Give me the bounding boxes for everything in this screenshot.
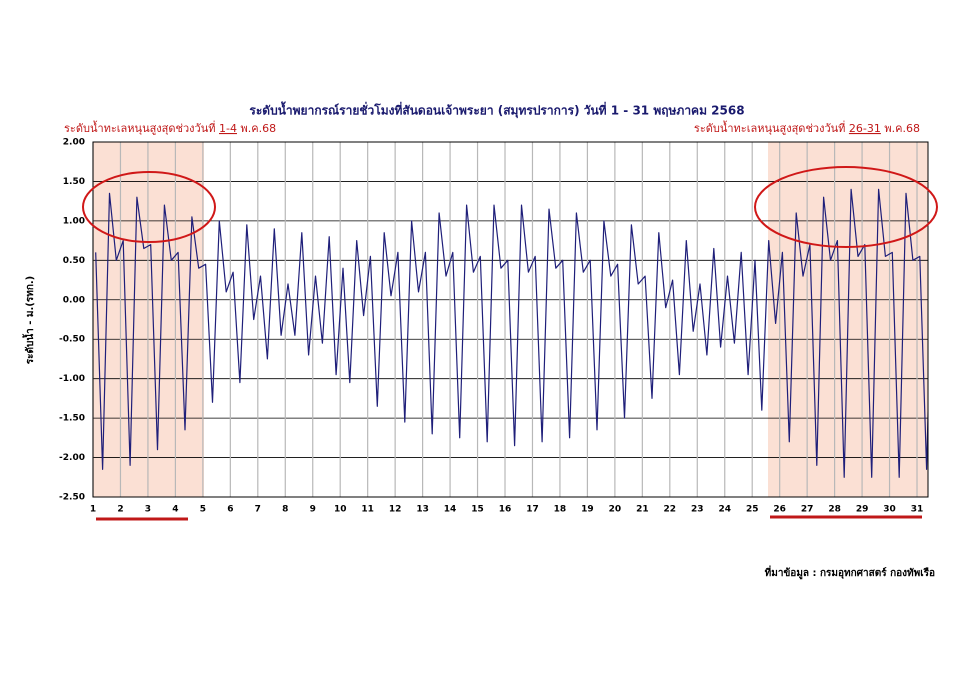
x-tick-label: 29 [856,505,869,515]
x-tick-label: 2 [117,505,123,515]
x-tick-label: 30 [883,505,896,515]
plot-frame [92,141,929,498]
annotation-days: 26-31 [849,122,881,135]
y-tick-label: -1.00 [59,374,85,384]
annotation: ระดับน้ำทะเลหนุนสูงสุดช่วงวันที่ 1-4 พ.ค… [64,120,276,135]
x-tick-label: 6 [227,505,233,515]
y-tick-label: -2.50 [59,493,85,503]
y-tick-label: -2.00 [59,453,85,463]
y-tick-label: 0.00 [63,295,85,305]
x-tick-label: 16 [499,505,512,515]
annotation-suffix: พ.ค.68 [240,122,276,135]
x-tick-label: 24 [718,505,731,515]
source: ที่มาข้อมูล : กรมอุทกศาสตร์ กองทัพเรือ [765,565,935,580]
chart-title: ระดับน้ำพยากรณ์รายชั่วโมงที่สันดอนเจ้าพร… [249,101,744,119]
x-tick-label: 27 [801,505,814,515]
x-tick-label: 14 [444,505,457,515]
x-tick-label: 13 [416,505,429,515]
x-tick-label: 21 [636,505,649,515]
y-axis-label: ระดับน้ำ - ม.(รทก.) [22,276,36,365]
x-tick-label: 22 [664,505,677,515]
y-tick-label: 2.00 [63,138,85,148]
x-tick-label: 20 [609,505,622,515]
y-tick-label: 0.50 [63,256,85,266]
x-tick-label: 5 [200,505,206,515]
x-tick-label: 3 [145,505,151,515]
x-tick-label: 23 [691,505,704,515]
highlight-ellipse [754,166,938,248]
x-tick-label: 9 [310,505,316,515]
y-tick-label: 1.00 [63,216,85,226]
x-tick-label: 11 [361,505,374,515]
y-tick-label: 1.50 [63,177,85,187]
y-tick-label: -0.50 [59,335,85,345]
annotation: ระดับน้ำทะเลหนุนสูงสุดช่วงวันที่ 26-31 พ… [694,120,920,135]
x-tick-label: 31 [911,505,924,515]
y-tick-label: -1.50 [59,414,85,424]
annotation-days: 1-4 [219,122,237,135]
x-tick-label: 4 [172,505,178,515]
x-tick-label: 15 [471,505,484,515]
annotation-suffix: พ.ค.68 [884,122,920,135]
x-tick-label: 1 [90,505,96,515]
x-tick-label: 19 [581,505,594,515]
x-tick-label: 17 [526,505,539,515]
highlight-ellipse [82,171,216,243]
x-tick-label: 18 [554,505,567,515]
annotation-text: ระดับน้ำทะเลหนุนสูงสุดช่วงวันที่ [64,120,216,135]
x-tick-label: 7 [255,505,261,515]
x-tick-label: 28 [828,505,841,515]
x-tick-label: 12 [389,505,402,515]
x-tick-label: 8 [282,505,288,515]
x-tick-label: 10 [334,505,347,515]
x-tick-label: 26 [773,505,786,515]
tide-line [95,188,928,478]
x-tick-label: 25 [746,505,759,515]
annotation-text: ระดับน้ำทะเลหนุนสูงสุดช่วงวันที่ [694,120,846,135]
